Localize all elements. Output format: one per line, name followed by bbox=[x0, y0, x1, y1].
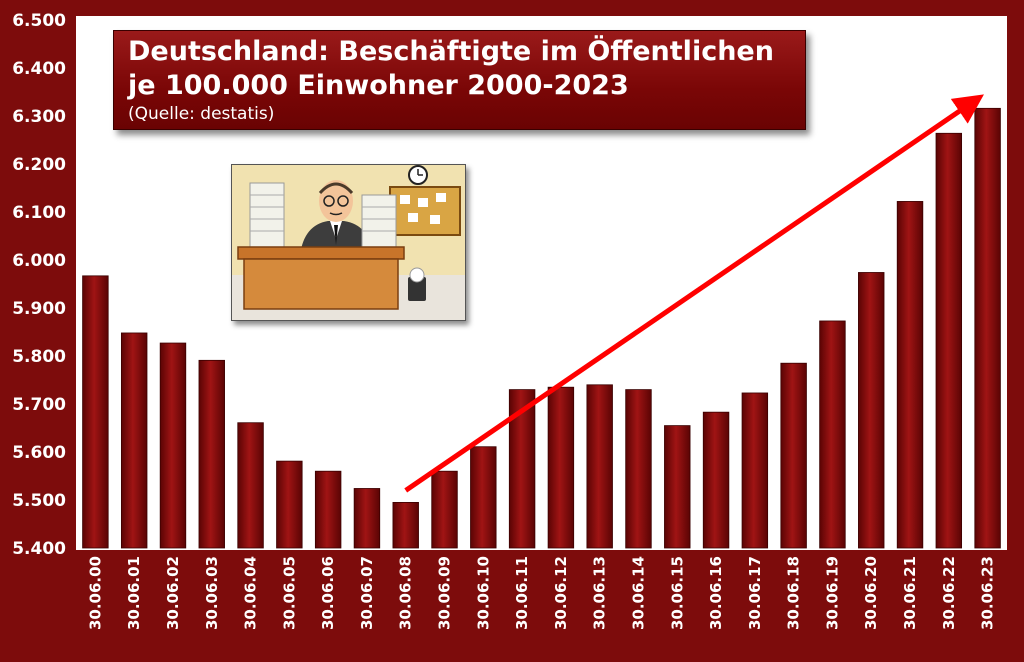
y-tick-label: 5.600 bbox=[12, 443, 66, 463]
bar bbox=[392, 501, 419, 549]
y-tick-label: 6.000 bbox=[12, 251, 66, 271]
bar bbox=[82, 275, 109, 549]
x-tick-label: 30.06.16 bbox=[707, 556, 725, 630]
bar bbox=[431, 470, 458, 549]
x-tick-label: 30.06.05 bbox=[280, 556, 298, 630]
bar bbox=[935, 132, 963, 549]
x-tick-label: 30.06.06 bbox=[319, 556, 337, 630]
x-tick-label: 30.06.10 bbox=[474, 556, 492, 630]
bar bbox=[741, 392, 769, 549]
bar bbox=[780, 362, 807, 549]
bar bbox=[702, 411, 730, 549]
bar bbox=[974, 107, 1001, 549]
bars bbox=[82, 107, 1001, 549]
x-tick-label: 30.06.04 bbox=[242, 556, 260, 630]
bar bbox=[664, 425, 691, 549]
x-tick-label: 30.06.03 bbox=[203, 556, 221, 630]
y-tick-label: 6.500 bbox=[12, 11, 66, 31]
x-tick-label: 30.06.23 bbox=[979, 556, 997, 630]
x-tick-label: 30.06.22 bbox=[940, 556, 958, 630]
chart-title-line-2: je 100.000 Einwohner 2000-2023 bbox=[128, 70, 629, 101]
bar bbox=[819, 320, 846, 549]
bar bbox=[625, 389, 652, 549]
x-tick-label: 30.06.20 bbox=[862, 556, 880, 630]
chart-source: (Quelle: destatis) bbox=[128, 104, 275, 124]
office-worker-illustration bbox=[231, 164, 466, 321]
bar bbox=[237, 422, 264, 549]
y-tick-label: 5.800 bbox=[12, 347, 66, 367]
x-tick-label: 30.06.15 bbox=[668, 556, 686, 630]
x-tick-label: 30.06.07 bbox=[358, 556, 376, 630]
bar bbox=[314, 470, 342, 549]
bar bbox=[276, 460, 303, 549]
x-tick-label: 30.06.11 bbox=[513, 556, 531, 630]
title-box: Deutschland: Beschäftigte im Öffentliche… bbox=[113, 30, 806, 130]
bar bbox=[586, 384, 613, 549]
bar bbox=[198, 359, 225, 549]
bar bbox=[120, 332, 148, 549]
bar bbox=[353, 488, 381, 549]
x-tick-label: 30.06.08 bbox=[397, 556, 415, 630]
y-tick-label: 5.900 bbox=[12, 299, 66, 319]
bar bbox=[547, 386, 575, 549]
x-tick-label: 30.06.18 bbox=[785, 556, 803, 630]
y-tick-label: 6.400 bbox=[12, 59, 66, 79]
x-tick-label: 30.06.14 bbox=[629, 556, 647, 630]
y-axis-ticks: 5.400 5.500 5.600 5.700 5.800 5.900 6.000 6.100… bbox=[12, 11, 66, 559]
x-tick-label: 30.06.17 bbox=[746, 556, 764, 630]
trend-arrow bbox=[404, 94, 984, 493]
x-tick-label: 30.06.09 bbox=[436, 556, 454, 630]
x-tick-label: 30.06.00 bbox=[86, 556, 104, 630]
chart-title-line-1: Deutschland: Beschäftigte im Öffentliche… bbox=[128, 36, 774, 67]
x-tick-label: 30.06.13 bbox=[591, 556, 609, 630]
bar bbox=[470, 446, 497, 549]
y-tick-label: 5.500 bbox=[12, 491, 66, 511]
x-tick-label: 30.06.19 bbox=[823, 556, 841, 630]
y-tick-label: 6.200 bbox=[12, 155, 66, 175]
x-tick-label: 30.06.21 bbox=[901, 556, 919, 630]
y-tick-label: 6.100 bbox=[12, 203, 66, 223]
bar bbox=[159, 342, 187, 549]
x-tick-label: 30.06.02 bbox=[164, 556, 182, 630]
y-tick-label: 6.300 bbox=[12, 107, 66, 127]
y-tick-label: 5.400 bbox=[12, 539, 66, 559]
y-tick-label: 5.700 bbox=[12, 395, 66, 415]
x-axis-ticks: 30.06.00 30.06.01 30.06.02 30.06.03 30.06.04… bbox=[86, 556, 996, 630]
x-tick-label: 30.06.12 bbox=[552, 556, 570, 630]
bar bbox=[858, 272, 885, 549]
x-tick-label: 30.06.01 bbox=[125, 556, 143, 630]
bar bbox=[896, 201, 924, 549]
